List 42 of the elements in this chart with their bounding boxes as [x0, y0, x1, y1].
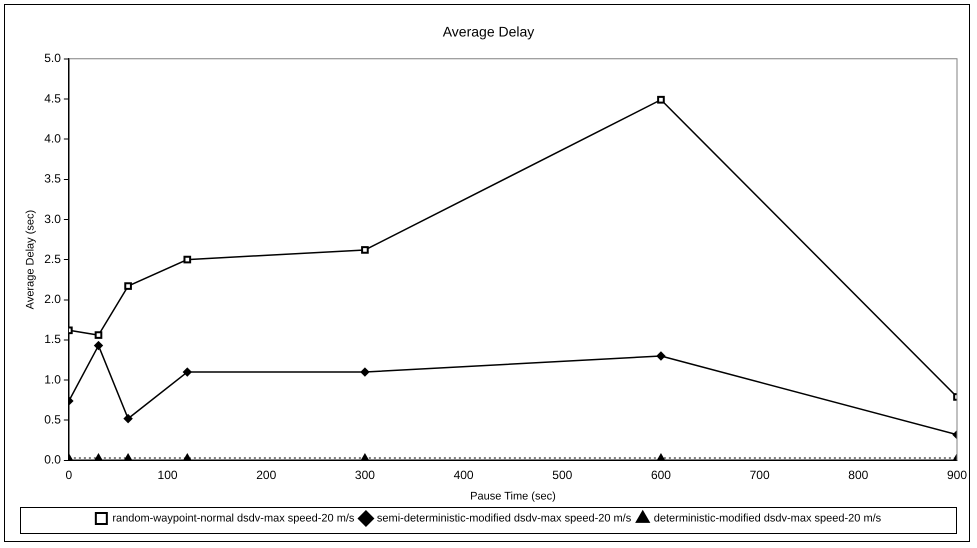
point — [656, 351, 666, 360]
y-tick-label: 3.0 — [44, 212, 62, 226]
y-tick-label: 1.0 — [44, 372, 62, 386]
legend-label: deterministic-modified dsdv-max speed-20 m/s — [654, 512, 882, 525]
point — [183, 256, 192, 264]
point — [360, 368, 370, 377]
y-tick-label: 3.5 — [44, 172, 62, 186]
point — [657, 96, 665, 104]
y-tick-label: 0.0 — [44, 452, 62, 467]
x-tick-label: 900 — [946, 468, 968, 482]
point — [94, 331, 102, 339]
point — [94, 453, 102, 460]
y-tick-label: 1.5 — [44, 332, 62, 346]
point — [182, 368, 192, 377]
point — [360, 453, 369, 460]
y-tick-label: 4.0 — [44, 131, 62, 146]
y-tick-label: 5.0 — [44, 51, 62, 66]
legend-label: random-waypoint-normal dsdv-max speed-20 m/s — [112, 512, 355, 525]
point — [94, 341, 103, 350]
y-tick-label: 2.5 — [44, 252, 62, 266]
x-tick-label: 700 — [750, 468, 770, 482]
x-tick-label: 600 — [650, 468, 672, 482]
x-tick-label: 300 — [354, 468, 376, 482]
y-axis-title: Average Delay (sec) — [24, 210, 37, 310]
x-tick-label: 500 — [552, 468, 573, 482]
point — [124, 414, 133, 424]
x-tick-label: 800 — [848, 468, 869, 482]
x-tick-label: 0 — [66, 468, 73, 482]
y-tick-label: 0.5 — [44, 412, 62, 427]
x-tick-label: 100 — [158, 468, 178, 482]
point — [183, 453, 192, 460]
point — [124, 453, 132, 460]
point — [656, 453, 665, 460]
legend-label: semi-deterministic-modified dsdv-max speed-20 m/s — [376, 512, 632, 525]
x-tick-label: 200 — [256, 468, 277, 482]
chart-title: Average Delay — [442, 23, 534, 40]
y-tick-label: 2.0 — [44, 292, 62, 306]
x-axis-title: Pause Time (sec) — [470, 490, 556, 502]
point — [124, 282, 132, 290]
point — [361, 246, 369, 254]
x-tick-label: 400 — [454, 468, 474, 482]
y-tick-label: 4.5 — [44, 91, 62, 106]
